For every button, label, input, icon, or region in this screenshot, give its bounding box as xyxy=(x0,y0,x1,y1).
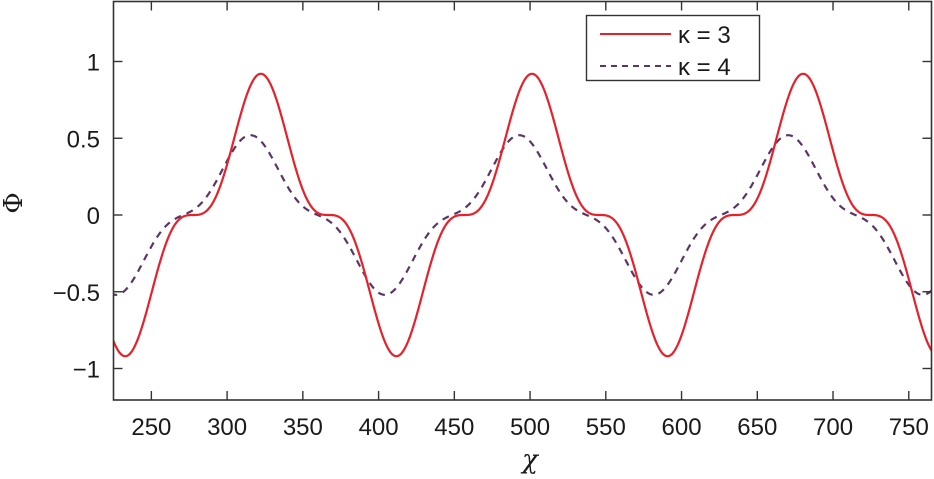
x-tick-label: 550 xyxy=(586,414,626,441)
legend-box xyxy=(585,14,761,82)
x-tick-label: 450 xyxy=(434,414,474,441)
y-axis-label: Φ xyxy=(0,192,29,213)
x-tick-label: 300 xyxy=(207,414,247,441)
y-axis: 1 0.5 0 −0.5 −1 xyxy=(53,50,932,384)
x-tick-label: 350 xyxy=(283,414,323,441)
plot-area xyxy=(114,72,932,358)
series-kappa-4-line xyxy=(114,134,932,296)
y-tick-label: −0.5 xyxy=(53,280,100,307)
x-tick-label: 750 xyxy=(889,414,929,441)
x-tick-label: 250 xyxy=(131,414,171,441)
x-tick-label: 500 xyxy=(510,414,550,441)
x-tick-label: 650 xyxy=(737,414,777,441)
axes-frame xyxy=(112,0,933,401)
x-axis: 250 300 350 400 450 500 550 600 650 700 750 xyxy=(131,1,929,441)
y-tick-label: 0.5 xyxy=(67,126,100,153)
legend: κ = 3 κ = 4 xyxy=(585,14,761,82)
x-axis-label: χ xyxy=(520,445,540,475)
y-tick-label: −1 xyxy=(73,357,100,384)
x-tick-label: 700 xyxy=(813,414,853,441)
x-tick-label: 600 xyxy=(662,414,702,441)
legend-label-kappa-4: κ = 4 xyxy=(678,54,731,81)
x-tick-label: 400 xyxy=(359,414,399,441)
y-tick-label: 1 xyxy=(87,50,100,77)
y-tick-label: 0 xyxy=(87,203,100,230)
legend-label-kappa-3: κ = 3 xyxy=(678,22,731,49)
series-kappa-3-line xyxy=(114,72,932,358)
